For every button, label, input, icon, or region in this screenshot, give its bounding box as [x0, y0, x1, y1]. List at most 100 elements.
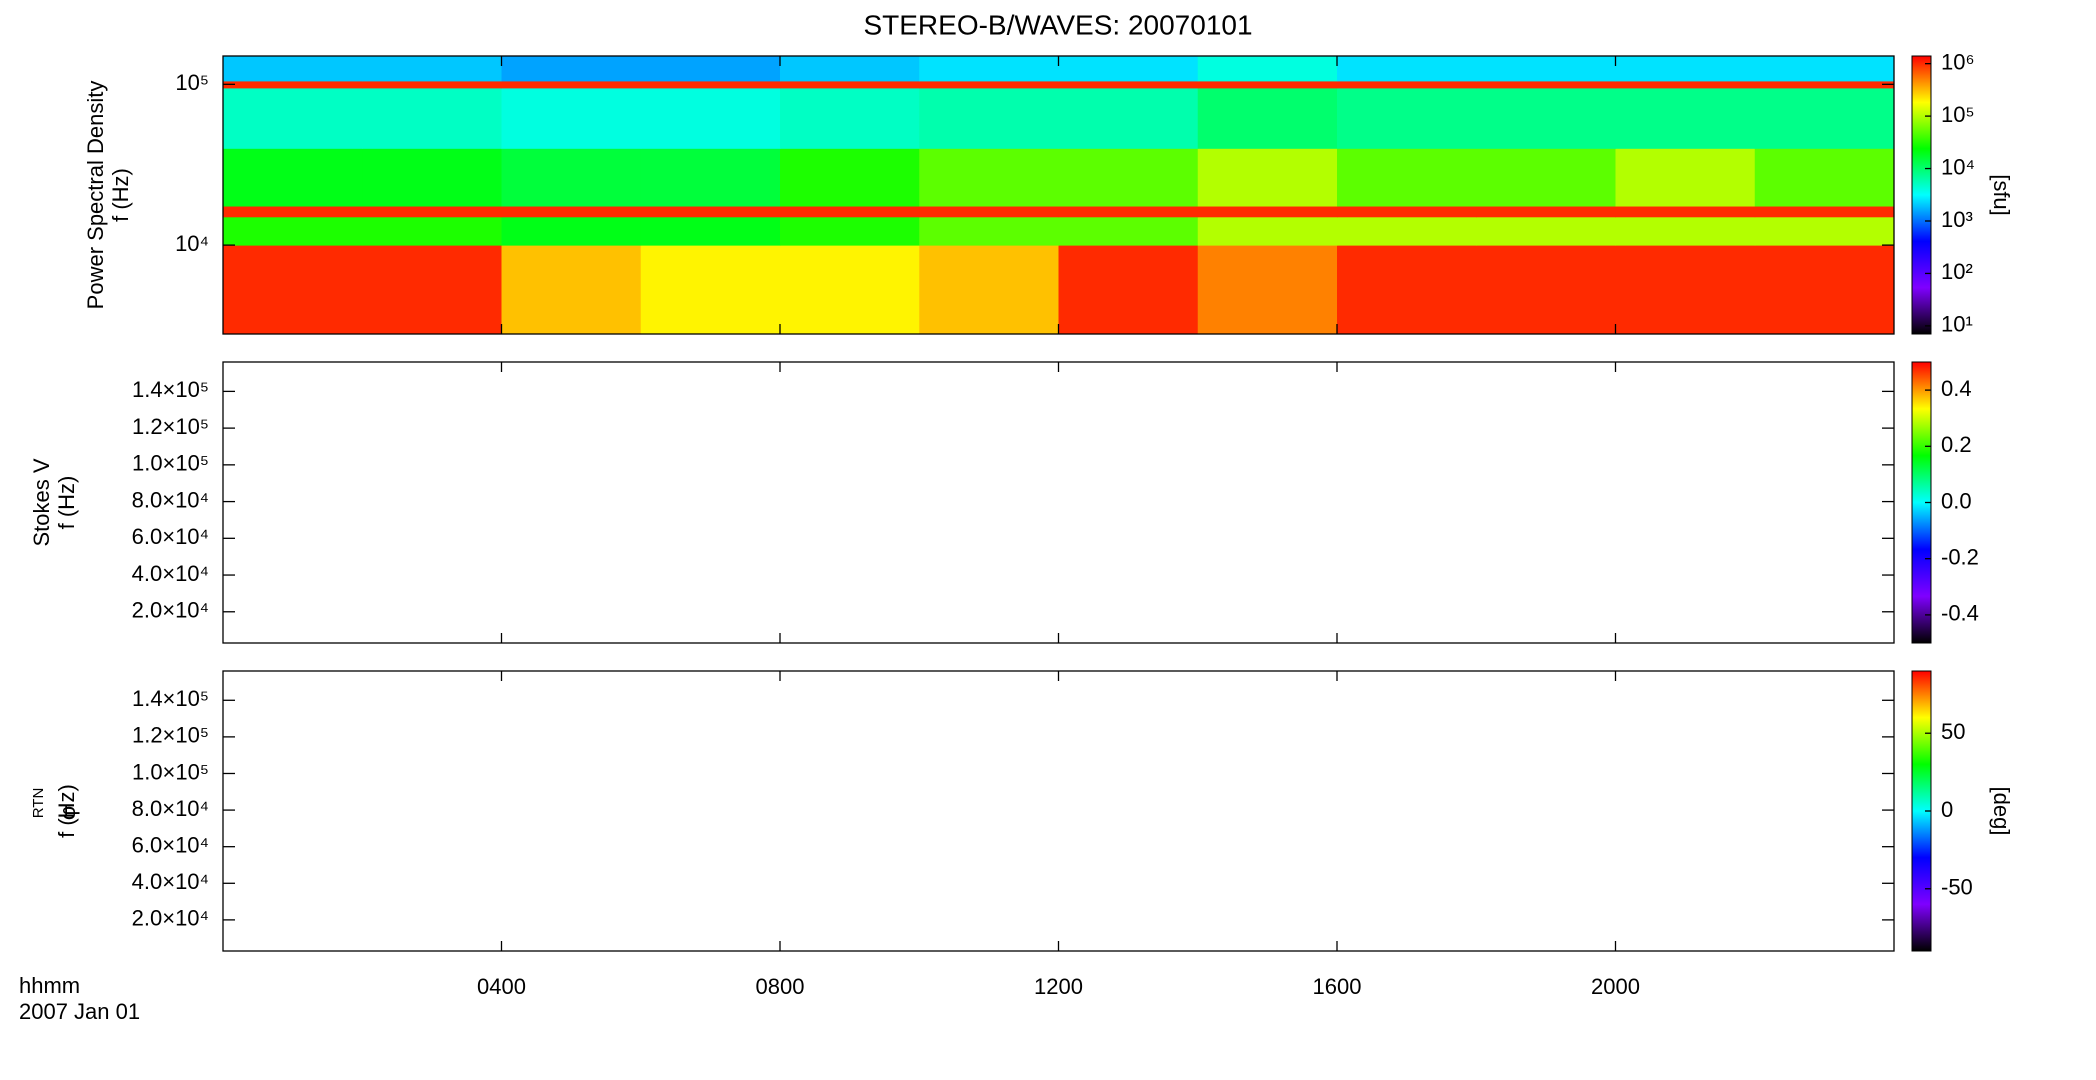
- heatmap-cell: [1615, 56, 1756, 82]
- heatmap-cell: [223, 87, 363, 149]
- heatmap-cell: [780, 80, 920, 89]
- colorbar-tick-label: 10⁵: [1941, 102, 1975, 127]
- heatmap-cell: [640, 87, 781, 149]
- heatmap-cell: [1754, 87, 1895, 149]
- x-tick-label: 2000: [1591, 974, 1640, 999]
- heatmap-cell: [919, 206, 1059, 218]
- plot-frame: [222, 670, 1895, 952]
- heatmap-cell: [780, 206, 920, 218]
- heatmap-cell: [362, 245, 502, 335]
- y-tick-label: 1.2×10⁵: [132, 414, 209, 439]
- heatmap-cell: [919, 56, 1059, 82]
- heatmap-cell: [1058, 245, 1199, 335]
- y-tick-label: 8.0×10⁴: [132, 796, 209, 821]
- colorbar-tick-label: 0.4: [1941, 376, 1972, 401]
- heatmap-cell: [362, 206, 502, 218]
- colorbar-tick-label: 10²: [1941, 259, 1973, 284]
- y-axis-label: f (Hz): [108, 168, 133, 222]
- x-tick-label: 1600: [1313, 974, 1362, 999]
- heatmap-cell: [1476, 87, 1616, 149]
- heatmap-cell: [223, 80, 363, 89]
- heatmap-cell: [1615, 206, 1756, 218]
- colorbar: [1911, 55, 1932, 335]
- chart-title: STEREO-B/WAVES: 20070101: [863, 9, 1252, 40]
- heatmap-cell: [362, 148, 502, 207]
- y-axis-label: Power Spectral Density: [83, 81, 108, 310]
- heatmap-cell: [1754, 80, 1895, 89]
- heatmap-cell: [780, 245, 920, 335]
- heatmap-cell: [1058, 80, 1199, 89]
- heatmap-cell: [1337, 216, 1477, 246]
- heatmap-cell: [1476, 148, 1616, 207]
- y-tick-label: 10⁴: [175, 231, 209, 256]
- heatmap-cell: [501, 80, 642, 89]
- heatmap-cell: [223, 245, 363, 335]
- y-tick-label: 6.0×10⁴: [132, 524, 209, 549]
- heatmap-cell: [1754, 56, 1895, 82]
- heatmap-cell: [1337, 245, 1477, 335]
- y-tick-label: 2.0×10⁴: [132, 906, 209, 931]
- heatmap-cell: [640, 216, 781, 246]
- heatmap-cell: [223, 56, 363, 82]
- colorbar-label: [deg]: [1989, 787, 2014, 836]
- colorbar-tick-label: -50: [1941, 875, 1973, 900]
- heatmap-cell: [1754, 216, 1895, 246]
- x-tick-label: 0400: [477, 974, 526, 999]
- colorbar-tick-label: 0: [1941, 797, 1953, 822]
- x-tick-label: 0800: [756, 974, 805, 999]
- heatmap-cell: [1476, 80, 1616, 89]
- heatmap-cell: [1197, 80, 1338, 89]
- heatmap-cell: [501, 245, 642, 335]
- y-axis-label: f (Hz): [54, 784, 79, 838]
- colorbar-tick-label: 50: [1941, 719, 1965, 744]
- colorbar-label: [sfu]: [1989, 174, 2014, 216]
- heatmap-cell: [1058, 87, 1199, 149]
- heatmap-cell: [640, 80, 781, 89]
- colorbar-tick-label: 10⁴: [1941, 154, 1975, 179]
- y-axis-label: φ: [55, 806, 80, 820]
- heatmap-cell: [780, 216, 920, 246]
- colorbar-tick-label: -0.4: [1941, 601, 1979, 626]
- heatmap-cell: [640, 245, 781, 335]
- heatmap-cell: [362, 80, 502, 89]
- colorbar-tick-label: 10¹: [1941, 312, 1973, 337]
- colorbar-tick-label: 0.0: [1941, 488, 1972, 513]
- heatmap-cell: [1197, 56, 1338, 82]
- heatmap-cell: [780, 56, 920, 82]
- heatmap-cell: [780, 148, 920, 207]
- heatmap-cell: [1337, 80, 1477, 89]
- heatmap-cell: [1615, 87, 1756, 149]
- heatmap-cell: [362, 56, 502, 82]
- heatmap-cell: [1197, 148, 1338, 207]
- heatmap-cell: [1754, 148, 1895, 207]
- heatmap-cell: [1476, 245, 1616, 335]
- plot-frame: [222, 361, 1895, 644]
- heatmap-cell: [223, 206, 363, 218]
- y-tick-label: 2.0×10⁴: [132, 598, 209, 623]
- heatmap-cell: [362, 216, 502, 246]
- heatmap-cell: [1615, 80, 1756, 89]
- colorbar-tick-label: 10³: [1941, 207, 1973, 232]
- heatmap-cell: [501, 56, 642, 82]
- heatmap-cell: [919, 216, 1059, 246]
- y-tick-label: 6.0×10⁴: [132, 832, 209, 857]
- y-tick-label: 1.4×10⁵: [132, 686, 209, 711]
- heatmap-cell: [1197, 87, 1338, 149]
- heatmap-cell: [1197, 245, 1338, 335]
- x-tick-label: 1200: [1034, 974, 1083, 999]
- heatmap-cell: [780, 87, 920, 149]
- colorbar-tick-label: 0.2: [1941, 432, 1972, 457]
- heatmap-cell: [1058, 206, 1199, 218]
- heatmap-cell: [919, 80, 1059, 89]
- y-axis-label: f (Hz): [54, 476, 79, 530]
- heatmap-cell: [919, 148, 1059, 207]
- heatmap-cell: [1058, 216, 1199, 246]
- heatmap-cell: [1476, 56, 1616, 82]
- heatmap-cell: [1615, 148, 1756, 207]
- heatmap-cell: [1615, 245, 1756, 335]
- heatmap-cell: [362, 87, 502, 149]
- heatmap-cell: [919, 87, 1059, 149]
- y-tick-label: 10⁵: [175, 70, 209, 95]
- heatmap-cell: [223, 148, 363, 207]
